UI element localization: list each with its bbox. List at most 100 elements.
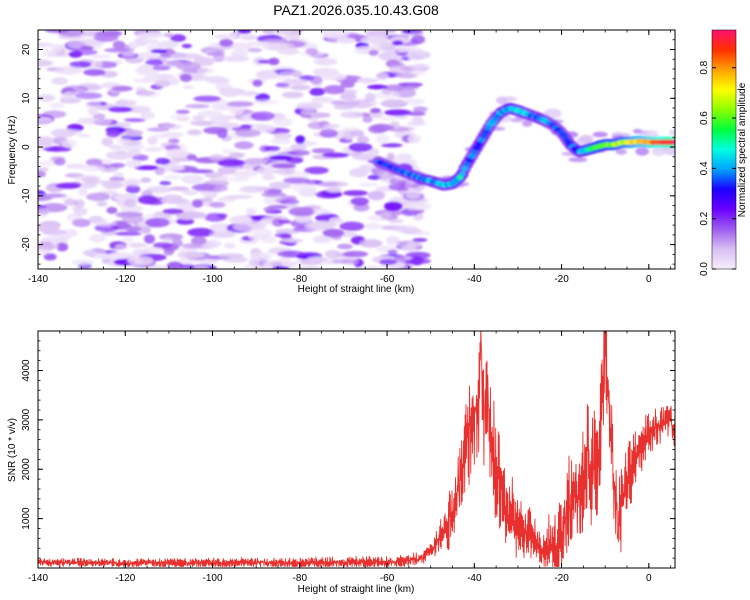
heatmap-noise-cell (189, 120, 213, 126)
heatmap-noise-cell (339, 221, 365, 231)
spectrogram-ytick-label: 20 (21, 44, 32, 56)
heatmap-noise-cell (170, 34, 187, 42)
heatmap-noise-cell (281, 91, 304, 99)
heatmap-noise-cell (196, 67, 215, 74)
heatmap-noise-cell (229, 152, 245, 159)
heatmap-noise-cell (356, 135, 370, 144)
heatmap-noise-cell (181, 243, 203, 249)
heatmap-noise-cell (137, 32, 166, 39)
spectrogram-xtick-label: -140 (28, 274, 48, 285)
heatmap-noise-cell (193, 56, 215, 67)
heatmap-noise-cell (114, 231, 142, 236)
heatmap-noise-cell (243, 158, 268, 165)
heatmap-trace-core (463, 161, 471, 167)
heatmap-noise-cell (271, 115, 283, 123)
spectrogram-xtick-label: -40 (467, 274, 482, 285)
heatmap-noise-cell (226, 101, 254, 107)
heatmap-noise-cell (38, 136, 55, 146)
heatmap-noise-cell (277, 250, 305, 258)
heatmap-noise-cell (96, 201, 108, 207)
spectrogram-xtick-label: -120 (115, 274, 135, 285)
heatmap-noise-cell (188, 74, 211, 82)
heatmap-noise-cell (64, 199, 78, 206)
heatmap-noise-cell (328, 217, 344, 225)
heatmap-noise-cell (339, 100, 361, 106)
heatmap-noise-cell (384, 109, 412, 116)
heatmap-noise-cell (409, 30, 424, 36)
heatmap-halo-cell (510, 118, 523, 123)
heatmap-noise-cell (170, 113, 190, 121)
heatmap-noise-cell (368, 147, 380, 156)
heatmap-noise-cell (311, 148, 335, 154)
heatmap-noise-cell (38, 116, 53, 123)
heatmap-noise-cell (38, 170, 46, 178)
heatmap-noise-cell (166, 148, 189, 159)
heatmap-noise-cell (311, 96, 335, 104)
heatmap-trace-core (482, 129, 491, 135)
spectrogram-xtick-label: -20 (554, 274, 569, 285)
heatmap-noise-cell (360, 265, 382, 269)
heatmap-noise-cell (101, 137, 114, 147)
heatmap-noise-cell (169, 53, 187, 59)
heatmap-noise-cell (108, 144, 123, 150)
heatmap-noise-cell (209, 230, 236, 238)
heatmap-noise-cell (277, 219, 292, 224)
heatmap-noise-cell (191, 199, 204, 208)
heatmap-noise-cell (237, 30, 252, 34)
heatmap-noise-cell (253, 228, 273, 237)
heatmap-noise-cell (209, 201, 226, 208)
heatmap-noise-cell (109, 162, 126, 168)
colorbar-bar (711, 29, 737, 270)
heatmap-noise-cell (337, 243, 353, 250)
heatmap-noise-cell (44, 30, 70, 34)
colorbar: 0.0 0.2 0.4 0.6 0.8 Normalized spectral ampl… (699, 29, 748, 276)
figure-title: PAZ1.2026.035.10.43.G08 (273, 2, 439, 18)
heatmap-noise-cell (88, 215, 104, 224)
heatmap-noise-cell (114, 243, 128, 251)
heatmap-noise-cell (90, 54, 112, 59)
heatmap-noise-cell (144, 147, 162, 152)
heatmap-noise-cell (177, 251, 205, 259)
heatmap-noise-cell (255, 70, 278, 80)
heatmap-noise-cell (186, 154, 197, 161)
heatmap-noise-cell (391, 225, 419, 233)
heatmap-noise-cell (282, 78, 308, 85)
heatmap-noise-cell (368, 49, 379, 56)
heatmap-noise-cell (106, 206, 118, 214)
heatmap-noise-cell (261, 192, 287, 198)
heatmap-noise-cell (412, 106, 428, 112)
heatmap-noise-cell (405, 258, 431, 265)
heatmap-noise-cell (209, 223, 232, 232)
heatmap-noise-cell (93, 253, 112, 259)
heatmap-noise-cell (412, 238, 428, 242)
heatmap-noise-cell (316, 182, 339, 187)
heatmap-noise-cell (140, 177, 152, 183)
heatmap-noise-cell (340, 92, 357, 101)
heatmap-noise-cell (184, 104, 210, 109)
heatmap-noise-cell (362, 115, 373, 123)
heatmap-noise-cell (217, 159, 246, 167)
heatmap-noise-cell (326, 187, 342, 193)
heatmap-noise-cell (271, 163, 297, 169)
heatmap-noise-cell (168, 138, 180, 144)
spectrogram-ytick-label: -10 (21, 188, 32, 203)
heatmap-noise-cell (278, 70, 304, 76)
heatmap-noise-cell (122, 129, 143, 137)
heatmap-noise-cell (397, 47, 423, 53)
heatmap-noise-cell (85, 100, 102, 109)
heatmap-noise-cell (358, 164, 375, 173)
snr-ytick-label: 4000 (21, 359, 32, 382)
heatmap-noise-cell (385, 235, 400, 245)
heatmap-noise-cell (221, 148, 234, 155)
heatmap-trace-core (485, 125, 493, 131)
heatmap-noise-cell (251, 99, 280, 105)
heatmap-trace-core (471, 149, 478, 155)
heatmap-noise-cell (367, 190, 386, 201)
heatmap-noise-cell (407, 111, 426, 117)
heatmap-noise-cell (305, 48, 319, 55)
heatmap-noise-cell (150, 49, 168, 54)
heatmap-noise-cell (377, 116, 398, 121)
heatmap-noise-cell (197, 110, 223, 118)
heatmap-noise-cell (152, 65, 171, 71)
